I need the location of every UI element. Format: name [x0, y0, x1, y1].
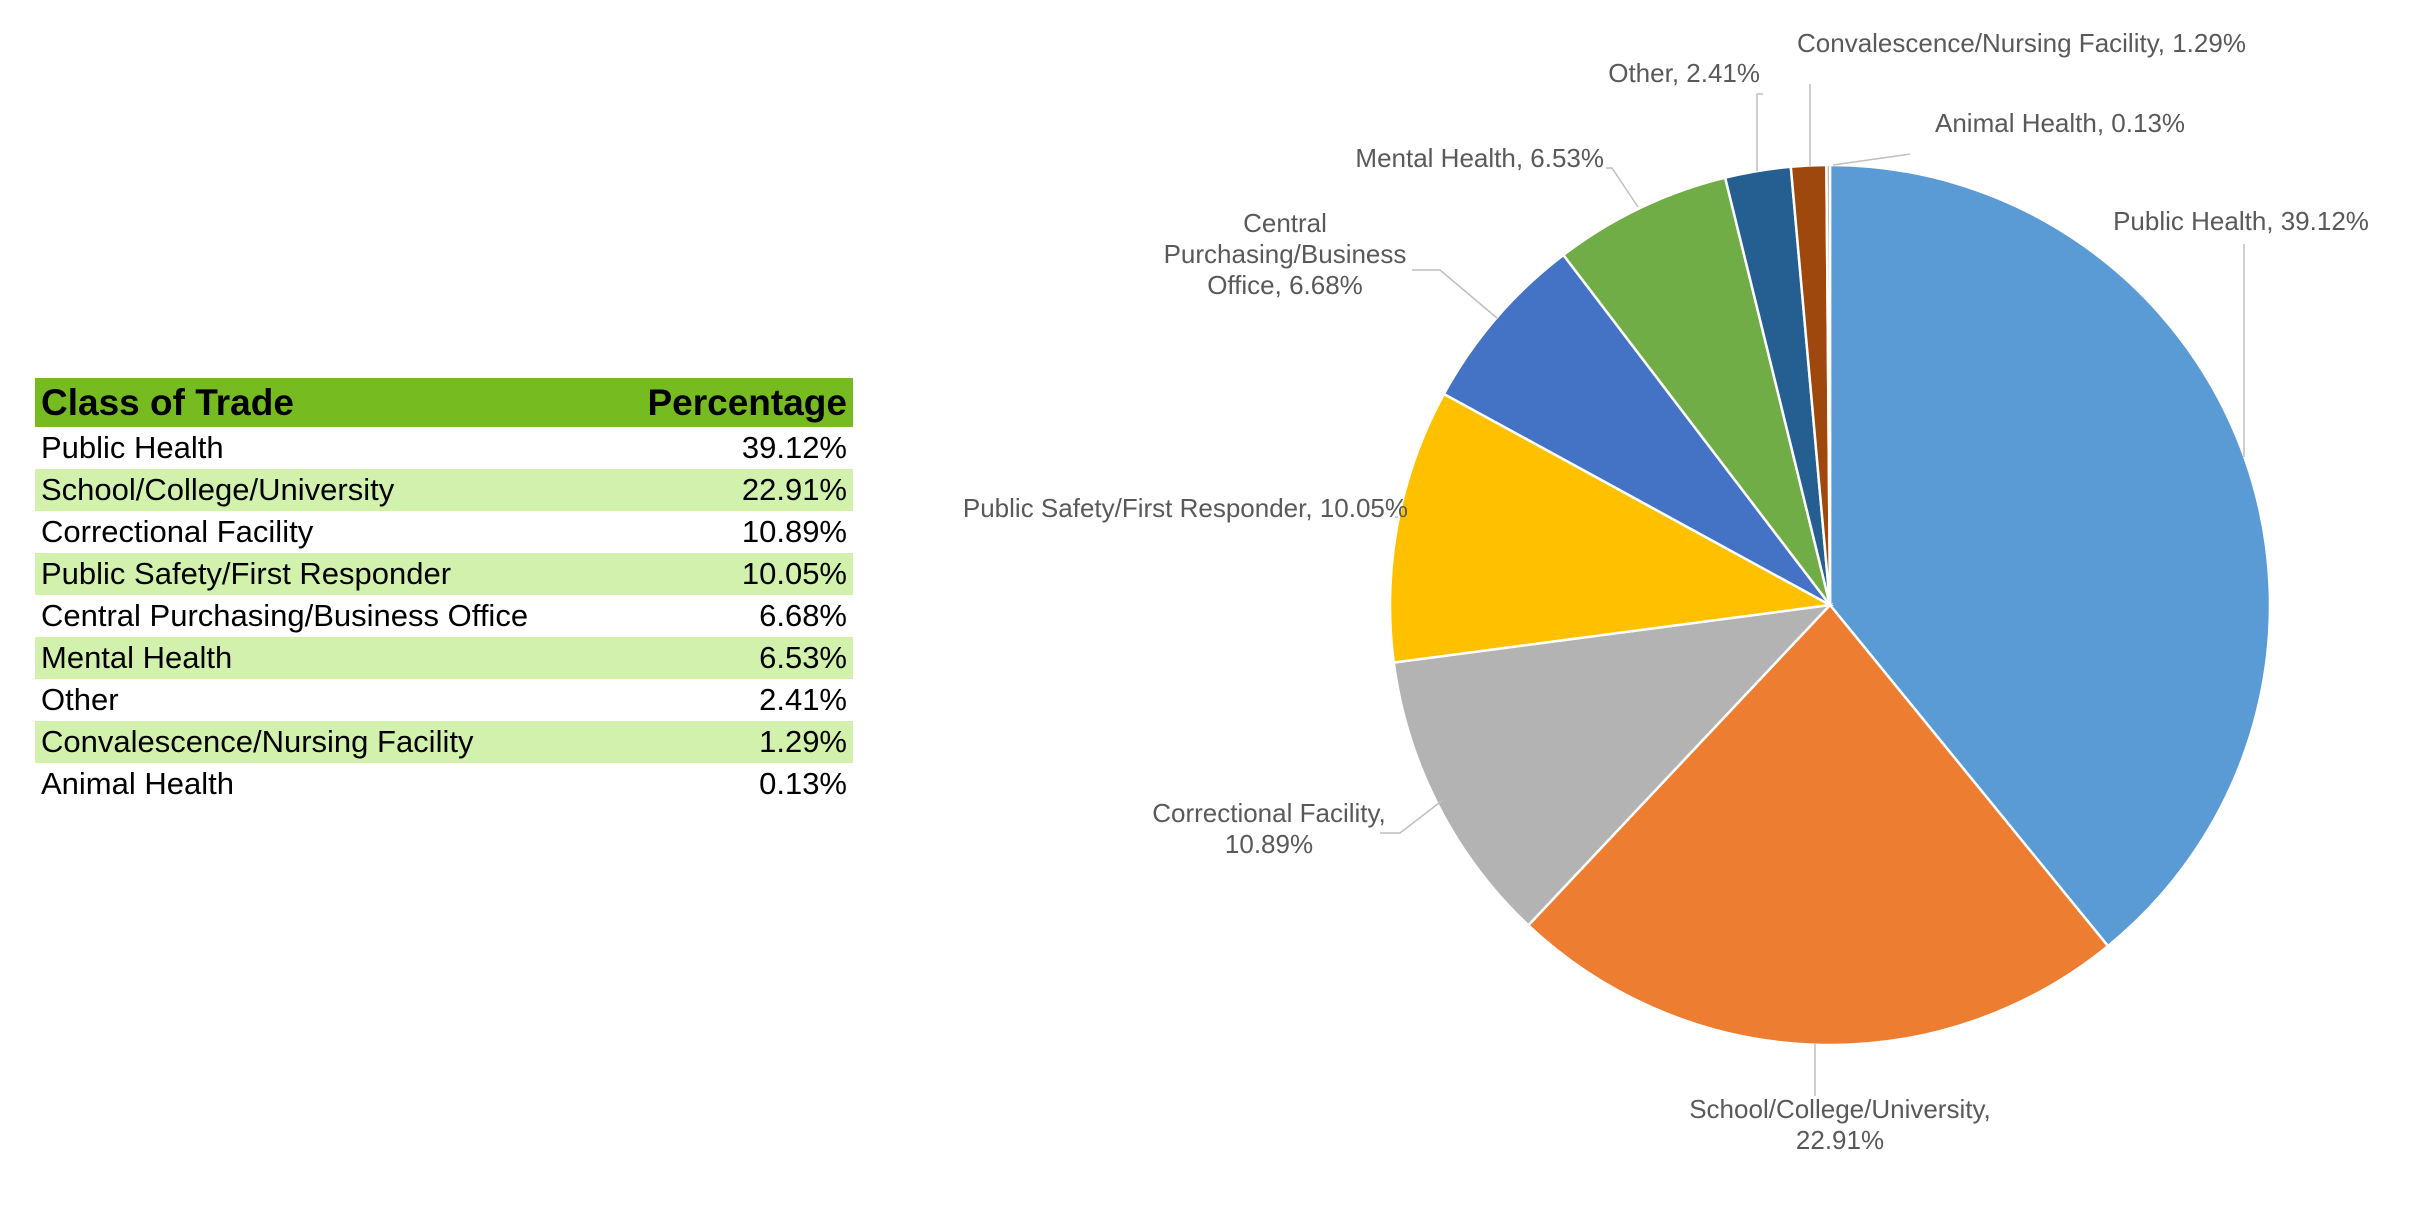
row-percentage: 6.68%	[759, 598, 847, 633]
table-header-row: Class of Trade Percentage	[35, 378, 853, 427]
table-row: Public Health 39.12%	[35, 427, 853, 469]
data-label: Correctional Facility, 10.89%	[1152, 798, 1386, 859]
leader-line	[1380, 799, 1444, 834]
table-row: Mental Health 6.53%	[35, 637, 853, 679]
table-row: School/College/University 22.91%	[35, 469, 853, 511]
pie-slice-public-health	[1828, 163, 2272, 948]
pie-slices	[1388, 163, 2272, 1047]
data-label: Other, 2.41%	[1608, 58, 1760, 88]
header-class-of-trade: Class of Trade	[35, 378, 610, 427]
pie-slice-animal-health	[1825, 163, 1832, 606]
row-percentage: 39.12%	[741, 430, 847, 465]
pie-slice-mental-health	[1561, 176, 1832, 606]
data-label: Public Health, 39.12%	[2113, 206, 2369, 236]
table-row: Central Purchasing/Business Office 6.68%	[35, 595, 853, 637]
row-label: Mental Health	[35, 637, 610, 679]
table-row: Other 2.41%	[35, 679, 853, 721]
row-percentage: 22.91%	[609, 469, 853, 511]
data-label: School/College/University, 22.91%	[1689, 1094, 1991, 1155]
row-label: Correctional Facility	[41, 514, 314, 549]
data-label: Public Safety/First Responder, 10.05%	[963, 493, 1408, 523]
row-label: Convalescence/Nursing Facility	[35, 721, 610, 763]
header-percentage: Percentage	[609, 378, 853, 427]
row-percentage: 10.89%	[741, 514, 847, 549]
pie-slice-correctional-facility	[1392, 603, 1834, 928]
leader-line	[1756, 93, 1763, 171]
table-row: Animal Health 0.13%	[35, 763, 853, 805]
row-label: Animal Health	[41, 766, 234, 801]
row-label: School/College/University	[35, 469, 610, 511]
data-label: Mental Health, 6.53%	[1355, 143, 1604, 173]
row-label: Public Health	[41, 430, 224, 465]
leader-line	[1606, 167, 1639, 208]
table-row: Public Safety/First Responder 10.05%	[35, 553, 853, 595]
pie-leader-lines	[1380, 84, 2245, 1096]
row-percentage: 1.29%	[609, 721, 853, 763]
pie-labels: Public Health, 39.12% School/College/Univ…	[963, 28, 2369, 1155]
row-percentage: 2.41%	[759, 682, 847, 717]
row-percentage: 10.05%	[609, 553, 853, 595]
row-percentage: 6.53%	[609, 637, 853, 679]
leader-line	[1832, 153, 1911, 166]
leader-line	[1412, 269, 1498, 319]
data-label: Animal Health, 0.13%	[1935, 108, 2185, 138]
class-of-trade-table: Class of Trade Percentage Public Health 3…	[35, 378, 853, 805]
pie-slice-public-safety-first-responder	[1388, 392, 1834, 664]
row-label: Central Purchasing/Business Office	[41, 598, 529, 633]
table-row: Convalescence/Nursing Facility 1.29%	[35, 721, 853, 763]
row-label: Public Safety/First Responder	[35, 553, 610, 595]
table-row: Correctional Facility 10.89%	[35, 511, 853, 553]
data-label: Convalescence/Nursing Facility, 1.29%	[1797, 28, 2246, 58]
row-percentage: 0.13%	[759, 766, 847, 801]
row-label: Other	[41, 682, 119, 717]
data-label: Central Purchasing/Business Office, 6.68%	[1164, 208, 1407, 300]
